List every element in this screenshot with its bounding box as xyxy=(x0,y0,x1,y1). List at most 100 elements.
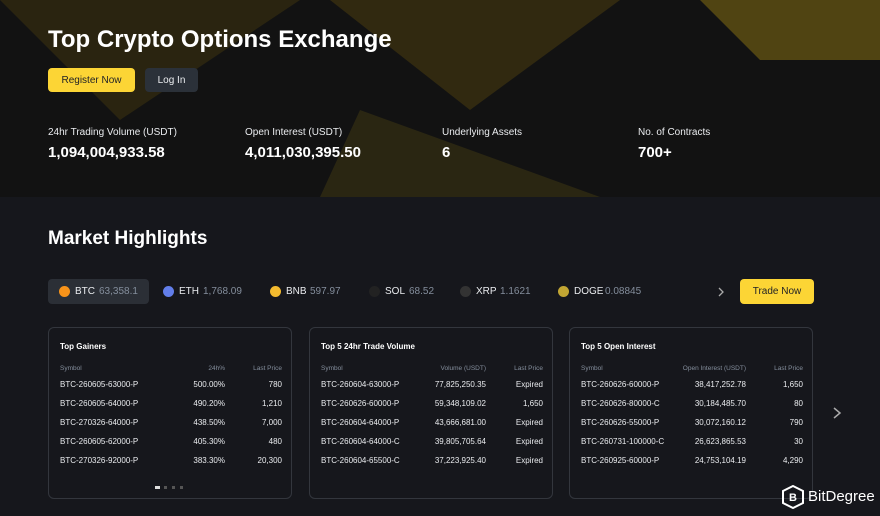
panel-title: Top 5 Open Interest xyxy=(581,342,656,351)
pagination xyxy=(155,477,187,495)
price-cell: 30 xyxy=(794,437,803,446)
section-title: Market Highlights xyxy=(48,228,208,249)
symbol-cell[interactable]: BTC-260925-60000-P xyxy=(581,456,660,465)
ticker-symbol[interactable]: XRP xyxy=(476,286,497,297)
ticker-price: 68.52 xyxy=(409,286,435,297)
value-cell: 43,666,681.00 xyxy=(434,418,486,427)
column-header: Symbol xyxy=(321,365,343,372)
ticker-price: 1,768.09 xyxy=(203,286,242,297)
symbol-cell[interactable]: BTC-260604-64000-C xyxy=(321,437,400,446)
watermark-logo: B xyxy=(782,485,804,509)
symbol-cell[interactable]: BTC-260604-63000-P xyxy=(321,380,400,389)
ticker-symbol[interactable]: SOL xyxy=(385,286,406,297)
stat-label: Open Interest (USDT) xyxy=(245,127,343,138)
price-cell: 1,210 xyxy=(261,399,282,408)
value-cell: 77,825,250.35 xyxy=(434,380,486,389)
price-cell: Expired xyxy=(515,418,543,427)
ticker-icon xyxy=(59,286,70,297)
price-cell: 7,000 xyxy=(261,418,282,427)
ticker-symbol[interactable]: BNB xyxy=(286,286,307,297)
value-cell: 38,417,252.78 xyxy=(694,380,746,389)
symbol-cell[interactable]: BTC-260626-60000-P xyxy=(581,380,660,389)
value-cell: 24,753,104.19 xyxy=(694,456,746,465)
value-cell: 59,348,109.02 xyxy=(434,399,486,408)
symbol-cell[interactable]: BTC-260604-64000-P xyxy=(321,418,400,427)
symbol-cell[interactable]: BTC-260604-65500-C xyxy=(321,456,400,465)
ticker-price: 63,358.1 xyxy=(99,286,138,297)
svg-text:B: B xyxy=(789,492,797,504)
value-cell: 383.30% xyxy=(193,456,225,465)
panel: Top 5 24hr Trade Volume Symbol Volume (USD… xyxy=(309,327,553,499)
value-cell: 490.20% xyxy=(193,399,225,408)
column-header: Volume (USDT) xyxy=(440,365,486,372)
ticker-icon xyxy=(163,286,174,297)
symbol-cell[interactable]: BTC-260605-62000-P xyxy=(60,437,139,446)
ticker-arrow[interactable] xyxy=(715,286,727,298)
price-cell: 20,300 xyxy=(257,456,282,465)
value-cell: 30,072,160.12 xyxy=(694,418,746,427)
column-header: Open Interest (USDT) xyxy=(682,365,746,372)
hero-graphic xyxy=(0,0,880,197)
ticker-price: 0.08845 xyxy=(605,286,642,297)
ticker-price: 597.97 xyxy=(310,286,341,297)
price-cell: 790 xyxy=(789,418,803,427)
panel-title: Top Gainers xyxy=(60,342,107,351)
stat-label: Underlying Assets xyxy=(442,127,523,138)
register-button[interactable]: Register Now xyxy=(48,68,135,92)
symbol-cell[interactable]: BTC-260731-100000-C xyxy=(581,437,665,446)
panel: Top 5 Open Interest Symbol Open Interest (… xyxy=(569,327,813,499)
price-cell: 1,650 xyxy=(782,380,803,389)
price-cell: 780 xyxy=(268,380,282,389)
symbol-cell[interactable]: BTC-270326-92000-P xyxy=(60,456,139,465)
symbol-cell[interactable]: BTC-260626-80000-C xyxy=(581,399,660,408)
stat-label: 24hr Trading Volume (USDT) xyxy=(48,127,177,138)
column-header: Symbol xyxy=(60,365,82,372)
price-cell: Expired xyxy=(515,456,543,465)
ticker-symbol[interactable]: ETH xyxy=(179,286,199,297)
trade-now-button[interactable]: Trade Now xyxy=(740,279,814,304)
price-cell: 480 xyxy=(268,437,282,446)
symbol-cell[interactable]: BTC-260626-55000-P xyxy=(581,418,660,427)
symbol-cell[interactable]: BTC-260626-60000-P xyxy=(321,399,400,408)
column-header: Last Price xyxy=(514,365,543,372)
price-cell: 80 xyxy=(794,399,803,408)
column-header: Last Price xyxy=(253,365,282,372)
ticker-price: 1.1621 xyxy=(500,286,531,297)
stat-label: No. of Contracts xyxy=(638,127,711,138)
ticker-icon xyxy=(369,286,380,297)
ticker-symbol[interactable]: BTC xyxy=(75,286,95,297)
panel: Top Gainers Symbol 24h% Last Price BTC-26060… xyxy=(48,327,292,499)
ticker-icon xyxy=(558,286,569,297)
hero xyxy=(0,0,880,197)
watermark: BitDegree xyxy=(808,488,875,505)
value-cell: 37,223,925.40 xyxy=(434,456,486,465)
price-cell: 1,650 xyxy=(522,399,543,408)
stat-value: 4,011,030,395.50 xyxy=(245,144,361,161)
column-header: 24h% xyxy=(208,365,225,372)
ticker-icon xyxy=(460,286,471,297)
value-cell: 30,184,485.70 xyxy=(694,399,746,408)
panel-title: Top 5 24hr Trade Volume xyxy=(321,342,415,351)
value-cell: 405.30% xyxy=(193,437,225,446)
stat-value: 6 xyxy=(442,144,451,161)
symbol-cell[interactable]: BTC-270326-64000-P xyxy=(60,418,139,427)
next-arrow[interactable] xyxy=(830,405,844,421)
symbol-cell[interactable]: BTC-260605-64000-P xyxy=(60,399,139,408)
ticker-icon xyxy=(270,286,281,297)
value-cell: 26,623,865.53 xyxy=(694,437,746,446)
column-header: Last Price xyxy=(774,365,803,372)
login-button[interactable]: Log In xyxy=(145,68,198,92)
value-cell: 500.00% xyxy=(193,380,225,389)
column-header: Symbol xyxy=(581,365,603,372)
value-cell: 39,805,705.64 xyxy=(434,437,486,446)
price-cell: Expired xyxy=(515,380,543,389)
ticker-symbol[interactable]: DOGE xyxy=(574,286,604,297)
price-cell: Expired xyxy=(515,437,543,446)
stat-value: 1,094,004,933.58 xyxy=(48,144,165,161)
price-cell: 4,290 xyxy=(782,456,803,465)
page-title: Top Crypto Options Exchange xyxy=(48,26,392,53)
value-cell: 438.50% xyxy=(193,418,225,427)
stat-value: 700+ xyxy=(638,144,672,161)
symbol-cell[interactable]: BTC-260605-63000-P xyxy=(60,380,139,389)
